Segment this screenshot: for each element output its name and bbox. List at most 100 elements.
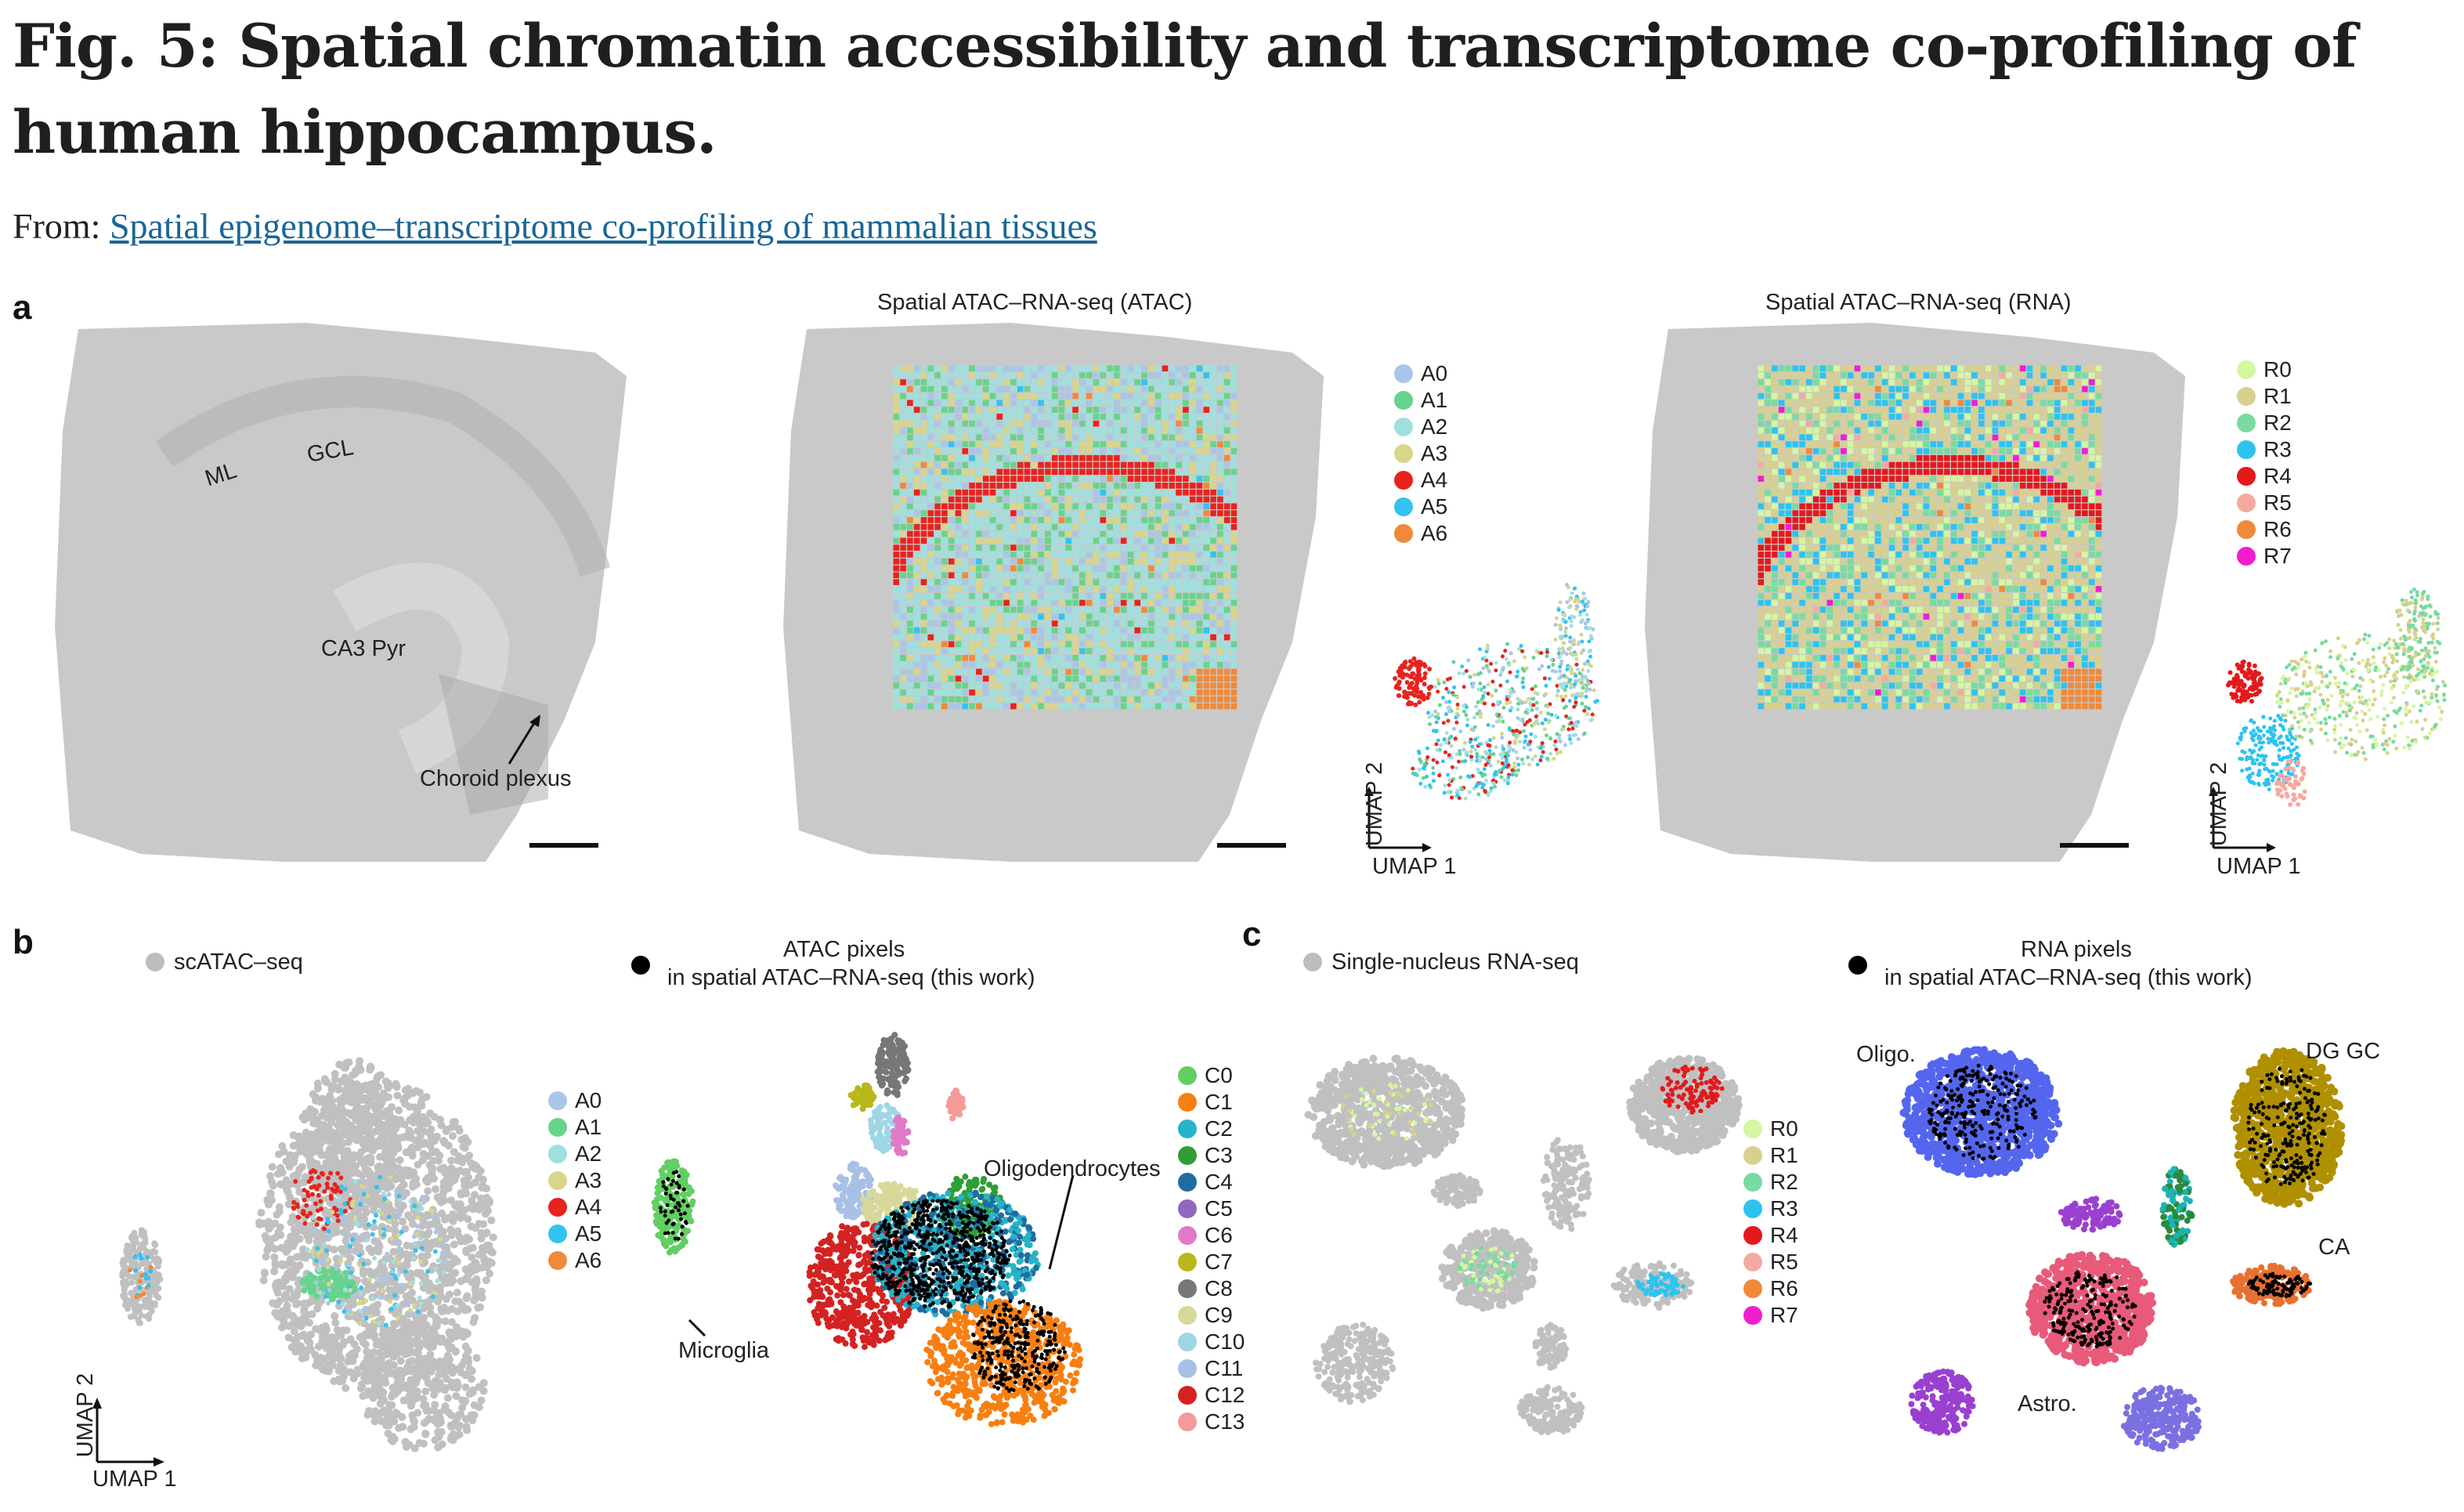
spatial-pixel bbox=[996, 530, 1003, 537]
spatial-pixel bbox=[1909, 476, 1916, 482]
spatial-pixel bbox=[1203, 468, 1210, 476]
spatial-pixel bbox=[1134, 461, 1141, 468]
spatial-pixel bbox=[1024, 592, 1031, 599]
spatial-pixel bbox=[1217, 434, 1223, 441]
spatial-pixel bbox=[1819, 468, 1826, 476]
spatial-pixel bbox=[1930, 675, 1937, 682]
spatial-pixel bbox=[1854, 648, 1861, 654]
spatial-pixel bbox=[1812, 379, 1819, 385]
umap-point bbox=[1461, 685, 1466, 689]
umap-point bbox=[1501, 747, 1506, 751]
spatial-pixel bbox=[1079, 496, 1086, 503]
spatial-pixel bbox=[1210, 461, 1216, 468]
spatial-pixel bbox=[1765, 476, 1771, 482]
spatial-pixel bbox=[1792, 606, 1799, 613]
umap-point bbox=[1461, 709, 1466, 714]
spatial-pixel bbox=[1916, 544, 1923, 551]
spatial-pixel bbox=[1978, 552, 1985, 558]
spatial-pixel bbox=[1114, 468, 1120, 476]
spatial-pixel bbox=[1819, 392, 1826, 400]
spatial-pixel bbox=[969, 427, 975, 434]
spatial-pixel bbox=[1923, 530, 1930, 537]
umap-point bbox=[1418, 781, 1423, 786]
spatial-pixel bbox=[1930, 427, 1937, 434]
spatial-pixel bbox=[1861, 441, 1868, 447]
spatial-pixel bbox=[1937, 476, 1943, 482]
spatial-pixel bbox=[1010, 483, 1017, 489]
spatial-pixel bbox=[1024, 496, 1031, 503]
umap-point bbox=[1517, 646, 1522, 651]
spatial-pixel bbox=[1223, 606, 1230, 613]
spatial-pixel bbox=[1093, 606, 1100, 613]
spatial-pixel bbox=[1881, 572, 1888, 579]
spatial-pixel bbox=[1868, 572, 1874, 579]
spatial-pixel bbox=[1895, 496, 1902, 503]
spatial-pixel bbox=[1072, 537, 1078, 544]
spatial-pixel bbox=[1196, 461, 1203, 468]
umap-point bbox=[1542, 676, 1547, 681]
spatial-pixel bbox=[1114, 558, 1120, 565]
spatial-pixel bbox=[1189, 586, 1196, 592]
spatial-pixel bbox=[1819, 434, 1826, 441]
spatial-pixel bbox=[1950, 434, 1957, 441]
source-link[interactable]: Spatial epigenome–transcriptome co-profi… bbox=[110, 206, 1097, 246]
spatial-pixel bbox=[989, 379, 996, 385]
spatial-pixel bbox=[1148, 468, 1154, 476]
spatial-pixel bbox=[1127, 620, 1134, 627]
umap-point bbox=[1505, 701, 1509, 706]
spatial-pixel bbox=[1162, 620, 1169, 627]
spatial-pixel bbox=[1806, 689, 1812, 696]
spatial-pixel bbox=[1847, 682, 1854, 689]
spatial-pixel bbox=[893, 530, 900, 537]
spatial-pixel bbox=[1792, 468, 1799, 476]
umap-point bbox=[1477, 742, 1482, 747]
spatial-pixel bbox=[1072, 620, 1078, 627]
spatial-pixel bbox=[907, 489, 913, 496]
spatial-pixel bbox=[955, 468, 962, 476]
spatial-pixel bbox=[1120, 544, 1127, 551]
spatial-pixel bbox=[1806, 427, 1812, 434]
spatial-pixel bbox=[1058, 552, 1065, 558]
spatial-pixel bbox=[1834, 427, 1840, 434]
spatial-pixel bbox=[1778, 420, 1785, 427]
spatial-pixel bbox=[1916, 682, 1923, 689]
spatial-pixel bbox=[1841, 496, 1847, 503]
spatial-pixel bbox=[1950, 586, 1957, 592]
umap-point bbox=[1444, 731, 1449, 736]
choroid-arrow bbox=[508, 714, 540, 765]
spatial-pixel bbox=[1778, 613, 1785, 620]
spatial-pixel bbox=[1141, 599, 1147, 606]
spatial-pixel bbox=[1923, 599, 1930, 606]
spatial-pixel bbox=[948, 468, 955, 476]
spatial-pixel bbox=[1148, 552, 1154, 558]
spatial-pixel bbox=[1196, 420, 1203, 427]
spatial-pixel bbox=[1154, 441, 1162, 447]
spatial-pixel bbox=[1051, 648, 1058, 654]
spatial-pixel bbox=[1072, 689, 1078, 696]
spatial-pixel bbox=[1881, 448, 1888, 454]
umap-point bbox=[1447, 709, 1452, 714]
spatial-pixel bbox=[1100, 523, 1107, 530]
spatial-pixel bbox=[976, 468, 982, 476]
spatial-pixel bbox=[1881, 427, 1888, 434]
spatial-pixel bbox=[1778, 448, 1785, 454]
umap-point bbox=[1433, 685, 1437, 689]
spatial-pixel bbox=[1010, 648, 1017, 654]
umap-point bbox=[1468, 740, 1472, 744]
spatial-pixel bbox=[1107, 414, 1113, 420]
umap-point bbox=[1576, 737, 1581, 742]
spatial-pixel bbox=[1127, 552, 1134, 558]
umap-point bbox=[1561, 635, 1566, 639]
umap-point bbox=[1534, 649, 1539, 653]
spatial-pixel bbox=[1148, 530, 1154, 537]
spatial-pixel bbox=[1003, 365, 1010, 372]
spatial-pixel bbox=[1888, 586, 1895, 592]
spatial-pixel bbox=[1058, 668, 1065, 675]
spatial-pixel bbox=[1065, 400, 1072, 407]
spatial-pixel bbox=[1964, 689, 1971, 696]
umap-point bbox=[1572, 615, 1577, 620]
spatial-pixel bbox=[1937, 641, 1943, 648]
spatial-pixel bbox=[1176, 427, 1182, 434]
spatial-pixel bbox=[1196, 427, 1203, 434]
spatial-pixel bbox=[1196, 544, 1203, 551]
